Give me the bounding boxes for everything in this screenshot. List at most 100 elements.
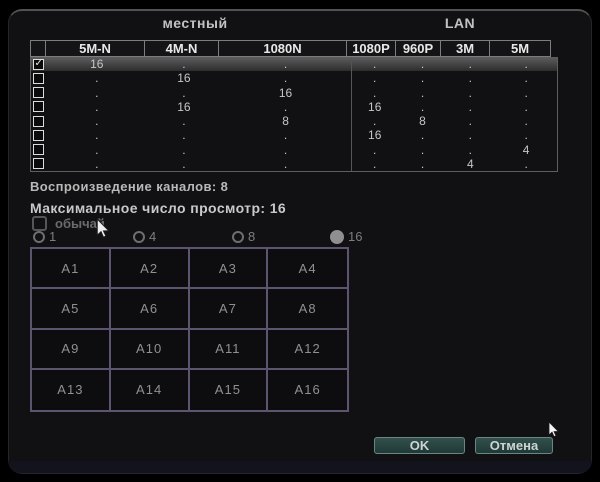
row-checkbox[interactable]: ✓: [33, 57, 45, 70]
row-checkbox-cell: ✓: [31, 57, 47, 70]
table-row[interactable]: . 16. 16...: [31, 100, 557, 114]
table-cell: .: [420, 99, 425, 114]
table-cell: .: [373, 156, 377, 171]
table-cell: .: [524, 156, 528, 171]
table-cell: .: [283, 142, 288, 157]
column-header-4M-N: 4M-N: [144, 40, 219, 57]
channel-cell-A14[interactable]: A14: [110, 369, 190, 410]
channel-cell-A4[interactable]: A4: [268, 249, 347, 290]
channel-cell-A8[interactable]: A8: [268, 289, 347, 330]
custom-checkbox-row[interactable]: обычай: [32, 216, 105, 231]
channel-cell-A11[interactable]: A11: [189, 329, 269, 370]
table-cell: .: [283, 71, 288, 86]
table-cell: .: [182, 142, 186, 157]
row-checkbox-cell: [31, 87, 47, 99]
table-body: ✓ 16....... 16....... 16..... 16. 16..... 8. 8.…: [30, 57, 558, 172]
row-checkbox[interactable]: [33, 158, 45, 170]
view-radio-16[interactable]: 16: [330, 229, 362, 244]
table-cell: .: [524, 99, 528, 114]
table-cell: .: [420, 57, 425, 72]
row-checkbox-cell: [31, 129, 47, 141]
row-checkbox-cell: [31, 101, 47, 113]
custom-checkbox[interactable]: [32, 216, 47, 231]
radio-label: 8: [248, 229, 256, 244]
channel-cell-A7[interactable]: A7: [189, 289, 269, 330]
table-cell: .: [373, 57, 377, 72]
radio-icon[interactable]: [330, 229, 344, 244]
column-header-1080P: 1080P: [346, 40, 396, 57]
row-checkbox[interactable]: [33, 87, 45, 99]
channel-cell-A13[interactable]: A13: [32, 369, 111, 410]
table-cell: .: [95, 85, 99, 100]
table-row[interactable]: . 16.....: [31, 71, 557, 85]
table-row[interactable]: ✓ 16......: [31, 57, 557, 72]
table-row[interactable]: .. 16....: [31, 86, 557, 100]
channel-cell-A2[interactable]: A2: [110, 249, 190, 290]
channel-cell-A6[interactable]: A6: [110, 289, 190, 330]
channel-cell-A16[interactable]: A16: [268, 369, 347, 410]
table-cell: .: [283, 57, 288, 72]
column-header-5M: 5M: [489, 40, 551, 57]
channel-cell-A5[interactable]: A5: [32, 289, 111, 330]
view-radio-4[interactable]: 4: [133, 229, 156, 244]
table-cell: 16: [177, 71, 191, 86]
row-checkbox[interactable]: [33, 144, 45, 156]
channel-cell-A10[interactable]: A10: [110, 329, 190, 370]
table-row[interactable]: ...... 4: [31, 143, 557, 157]
section-title-local: местный: [162, 15, 228, 31]
channel-cell-A9[interactable]: A9: [32, 329, 111, 370]
table-row[interactable]: ... 16...: [31, 128, 557, 142]
table-cell: .: [95, 142, 99, 157]
section-title-lan: LAN: [444, 15, 476, 31]
table-row[interactable]: .. 8. 8..: [31, 114, 557, 128]
channel-cell-A15[interactable]: A15: [189, 369, 269, 410]
dialog-bottom-strip: [8, 461, 592, 473]
table-cell: 8: [419, 114, 426, 129]
table-cell: 16: [177, 99, 191, 114]
table-cell: .: [182, 85, 186, 100]
table-cell: .: [373, 71, 377, 86]
view-radio-8[interactable]: 8: [232, 229, 255, 244]
radio-icon[interactable]: [232, 230, 244, 243]
channel-cell-A1[interactable]: A1: [32, 249, 111, 290]
table-cell: 4: [522, 142, 530, 157]
table-cell: .: [524, 57, 528, 72]
table-cell: .: [524, 85, 528, 100]
table-cell: .: [95, 99, 99, 114]
table-cell: .: [468, 142, 473, 157]
column-header-5M-N: 5M-N: [45, 40, 145, 57]
table-cell: .: [468, 114, 473, 129]
table-cell: .: [468, 71, 473, 86]
check-icon: ✓: [34, 57, 43, 69]
table-cell: .: [182, 128, 186, 143]
row-checkbox[interactable]: [33, 101, 45, 113]
table-cell: .: [524, 114, 528, 129]
channel-cell-A12[interactable]: A12: [268, 329, 347, 370]
table-cell: .: [95, 114, 99, 129]
column-header-3M: 3M: [440, 40, 490, 57]
view-radio-1[interactable]: 1: [33, 229, 56, 244]
ok-button[interactable]: OK: [374, 437, 465, 454]
table-cell: .: [420, 156, 425, 171]
row-checkbox-cell: [31, 158, 47, 170]
radio-icon[interactable]: [133, 230, 145, 243]
row-checkbox[interactable]: [33, 72, 45, 84]
table-cell: .: [283, 99, 288, 114]
table-cell: 16: [278, 85, 293, 100]
row-checkbox-cell: [31, 72, 47, 84]
table-cell: 16: [368, 99, 382, 114]
row-checkbox-cell: [31, 115, 47, 127]
radio-icon[interactable]: [33, 230, 45, 243]
table-cell: .: [373, 114, 377, 129]
channel-preview-grid: A1 A2 A3 A4 A5 A6 A7 A8 A9 A10 A11 A12 A13 A14 A15 A16: [30, 247, 349, 412]
table-cell: 4: [467, 156, 474, 171]
channel-mode-table: 5M-N 4M-N 1080N 1080P 960P 3M 5M ✓ 16....... 16.…: [30, 40, 558, 172]
row-checkbox[interactable]: [33, 115, 45, 127]
channel-cell-A3[interactable]: A3: [189, 249, 269, 290]
table-cell: .: [182, 114, 186, 129]
row-checkbox-cell: [31, 144, 47, 156]
row-checkbox[interactable]: [33, 129, 45, 141]
table-row[interactable]: ..... 4.: [31, 157, 557, 171]
cancel-button[interactable]: Отмена: [475, 437, 553, 454]
